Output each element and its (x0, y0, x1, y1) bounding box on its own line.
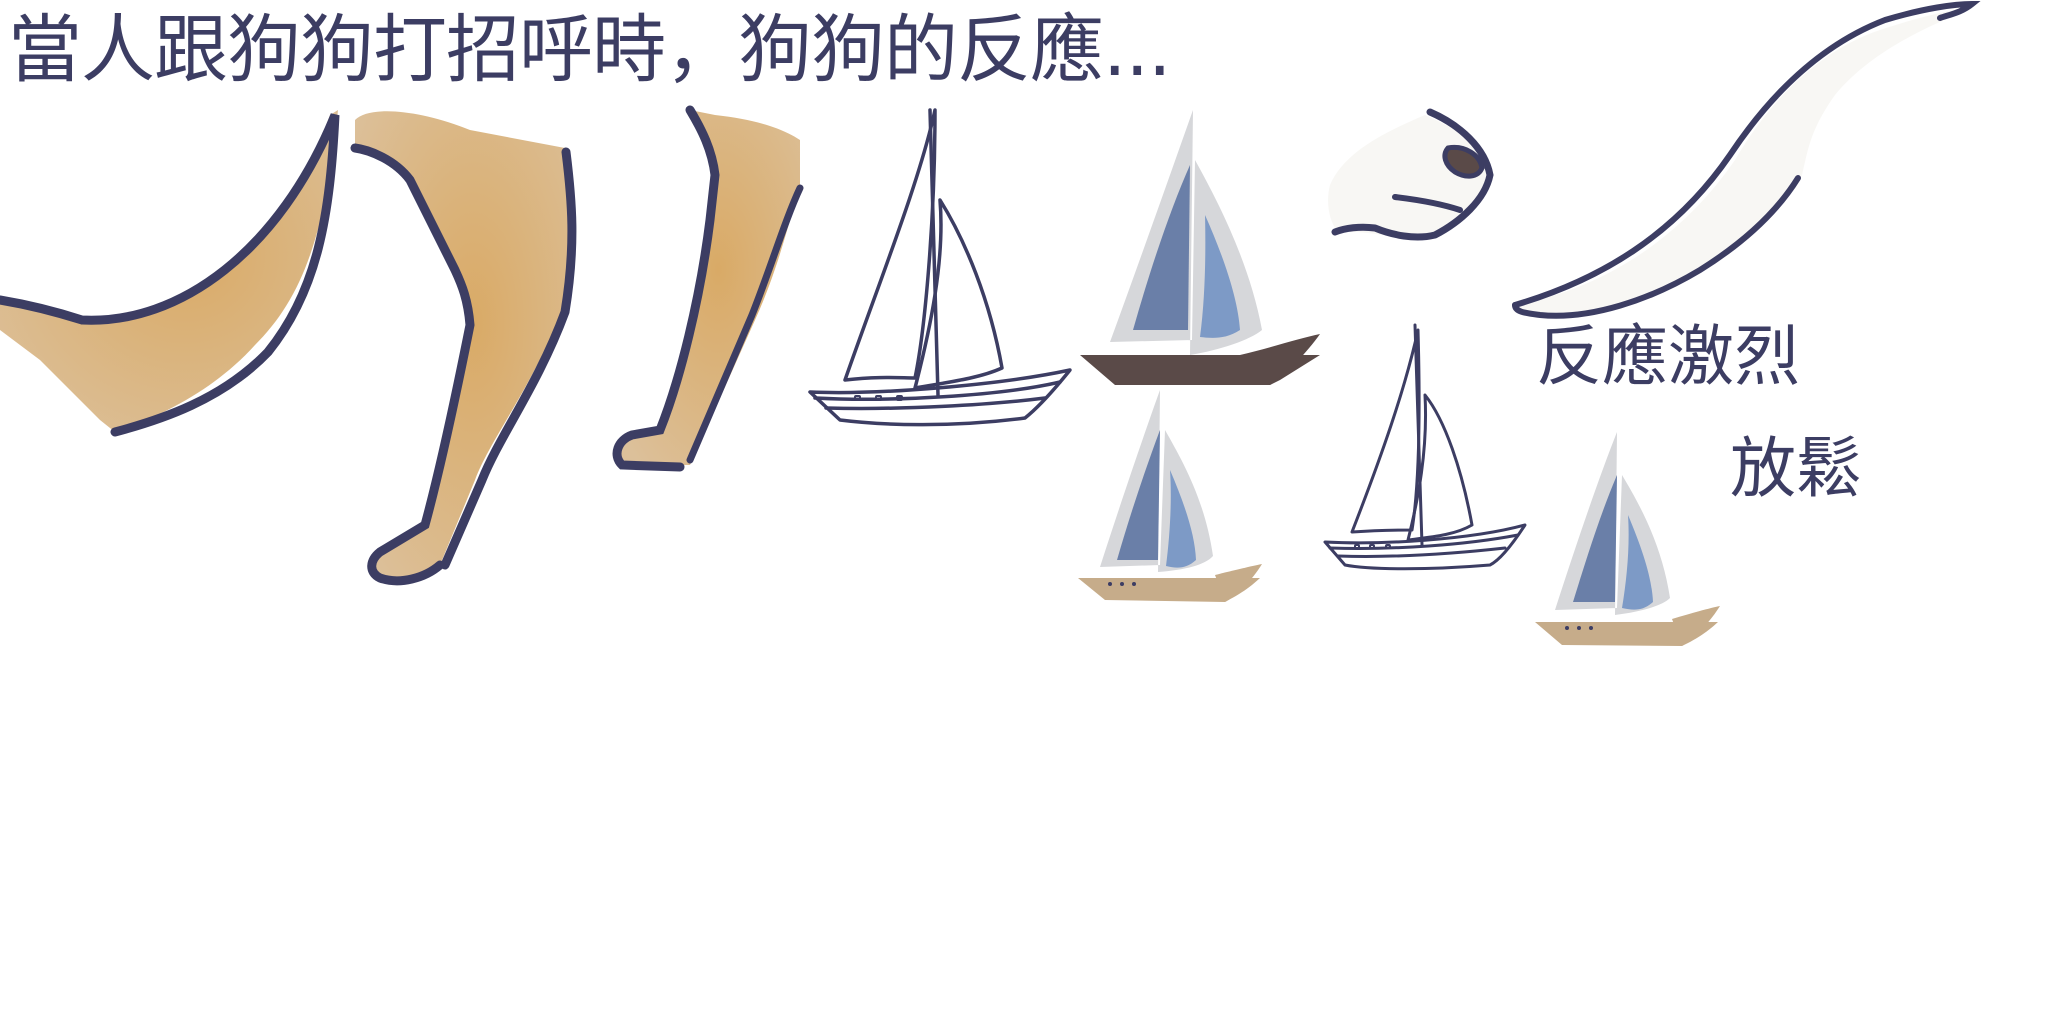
sailboat-colored-light-1-mainsail (1117, 430, 1160, 560)
dog-leg-2 (355, 111, 570, 582)
sailboat-outline-2-portholes (1354, 544, 1391, 549)
sailboat-outline-1-portholes (854, 395, 903, 401)
dog-leg-1-outline (0, 113, 340, 437)
dog-tail-fill (1515, 8, 1972, 316)
sailboat-outline-1-mast (928, 108, 940, 397)
sailboat-outline-1-hull (808, 368, 1072, 427)
dog-leg-2-outline (350, 143, 475, 586)
dog-tail (1512, 0, 1981, 319)
dog-nose-icon (1442, 144, 1485, 179)
dog-head-outline (1331, 108, 1494, 241)
sailboat-colored-light-2 (1535, 432, 1720, 646)
sailboat-outline-1-deck-line (813, 380, 1062, 401)
sailboat-colored-light-2-mainsail (1573, 475, 1617, 602)
dog-tail-underside-outline (1512, 175, 1801, 319)
label-relaxed: 放鬆 (1730, 430, 1862, 507)
dog-leg-3-back-outline (686, 184, 804, 464)
dog-leg-2-back-outline (440, 147, 577, 570)
sailboat-outline-2-mainsail (1350, 328, 1421, 534)
sailboat-outline-2-waterline (1336, 546, 1507, 558)
sailboat-colored-light-2-jib (1622, 515, 1653, 610)
sailboat-colored-light-2-bow (1672, 606, 1720, 646)
dog-head-mouth-line (1392, 194, 1463, 213)
sailboat-colored-dark-mainsail (1133, 165, 1190, 330)
sailboat-outline-2-jib (1406, 393, 1474, 542)
dog-leg-3 (618, 110, 800, 465)
sailboat-colored-light-1-jib (1166, 470, 1196, 568)
sailboat-outline-2-hull (1323, 523, 1527, 571)
dog-leg-1 (0, 110, 338, 432)
sailboat-outline-1 (808, 108, 1072, 427)
sailboat-outline-2-deck-line (1328, 533, 1520, 550)
sailboat-colored-dark-bow (1240, 334, 1320, 385)
dog-leg-3-outline (612, 105, 720, 472)
dog-head (1328, 108, 1494, 241)
sailboat-colored-light-1-bow (1215, 564, 1262, 602)
sailboat-outline-2-mast (1413, 323, 1424, 547)
dog-tail-outline (1512, 0, 1981, 308)
sailboat-colored-light-1 (1078, 390, 1262, 602)
page-title: 當人跟狗狗打招呼時，狗狗的反應... (8, 7, 1172, 93)
sailboat-colored-dark (1080, 110, 1320, 385)
sailboat-outline-1-waterline (824, 396, 1047, 411)
dog-legs (0, 105, 804, 586)
sailboat-colored-dark-jib (1200, 215, 1240, 338)
sailboat-outline-1-mainsail (843, 108, 937, 382)
sailboat-outline-2 (1323, 323, 1527, 571)
label-strong-reaction: 反應激烈 (1536, 318, 1800, 395)
